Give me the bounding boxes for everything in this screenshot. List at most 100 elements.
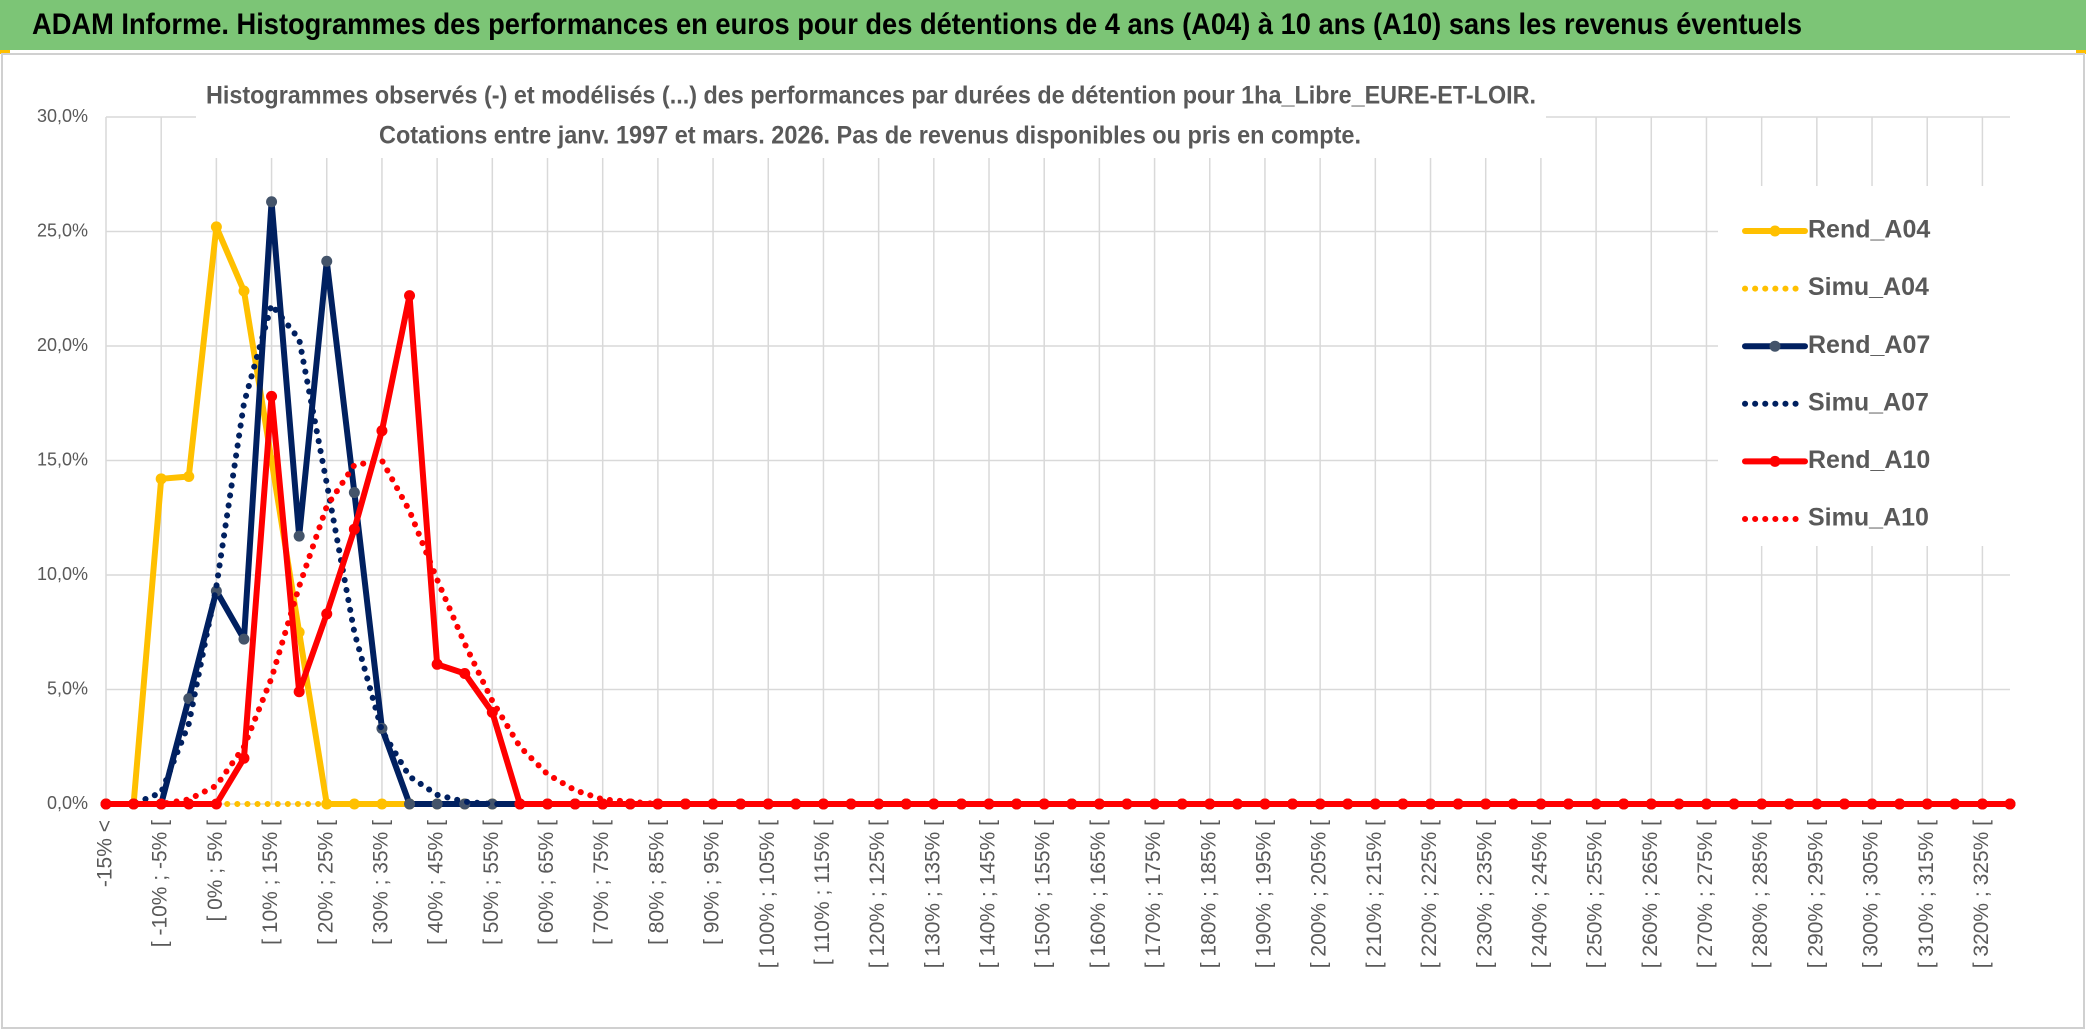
x-tick-label: [ 170% ; 175% [ — [1142, 820, 1165, 968]
chart-frame — [1, 53, 2085, 1029]
x-tick-label: [ 30% ; 35% [ — [369, 820, 392, 945]
title-box — [196, 76, 1546, 158]
y-tick-label: 20,0% — [37, 335, 88, 355]
x-tick-label: [ 10% ; 15% [ — [259, 820, 282, 945]
x-tick-label: [ 100% ; 105% [ — [756, 820, 779, 968]
data-point — [404, 290, 416, 302]
x-tick-label: [ 260% ; 265% [ — [1639, 820, 1662, 968]
legend-marker — [1769, 225, 1781, 237]
x-tick-label: [ 220% ; 225% [ — [1418, 820, 1441, 968]
data-point — [790, 798, 802, 810]
x-tick-label: [ 120% ; 125% [ — [866, 820, 889, 968]
x-tick-label: [ 60% ; 65% [ — [535, 820, 558, 945]
data-point — [238, 285, 250, 297]
data-point — [1700, 798, 1712, 810]
y-tick-label: 5,0% — [47, 678, 88, 698]
legend-label: Rend_A10 — [1808, 446, 1930, 474]
data-point — [321, 608, 333, 620]
chart-title: Histogrammes observés (-) et modélisés (… — [206, 82, 1536, 110]
data-point — [569, 798, 581, 810]
x-tick-label: [ 280% ; 285% [ — [1749, 820, 1772, 968]
data-point — [348, 487, 360, 499]
data-point — [514, 798, 526, 810]
data-point — [1397, 798, 1409, 810]
y-tick-label: 25,0% — [37, 220, 88, 240]
x-tick-label: [ 40% ; 45% [ — [425, 820, 448, 945]
data-point — [1921, 798, 1933, 810]
data-point — [1507, 798, 1519, 810]
corner — [2076, 50, 2086, 54]
data-point — [155, 473, 167, 485]
x-tick-label: [ -10% ; -5% [ — [149, 820, 172, 947]
y-tick-label: 0,0% — [47, 793, 88, 813]
legend-marker — [1769, 455, 1781, 467]
data-point — [1811, 798, 1823, 810]
legend-label: Rend_A04 — [1808, 216, 1930, 244]
data-point — [293, 686, 305, 698]
data-point — [183, 471, 195, 483]
corner — [0, 50, 10, 54]
x-tick-label: [ 180% ; 185% [ — [1197, 820, 1220, 968]
x-tick-label: [ 210% ; 215% [ — [1363, 820, 1386, 968]
x-tick-label: [ 130% ; 135% [ — [921, 820, 944, 968]
data-point — [155, 798, 167, 810]
data-point — [348, 523, 360, 535]
page-title: ADAM Informe. Histogrammes des performan… — [32, 8, 1802, 41]
data-point — [210, 798, 222, 810]
data-point — [431, 798, 443, 810]
data-point — [431, 658, 443, 670]
x-tick-label: [ 50% ; 55% [ — [480, 820, 503, 945]
legend-label: Rend_A07 — [1808, 331, 1930, 359]
data-point — [1618, 798, 1630, 810]
data-point — [266, 196, 278, 208]
x-tick-label: [ 80% ; 85% [ — [645, 820, 668, 945]
y-tick-label: 30,0% — [37, 106, 88, 126]
y-tick-label: 10,0% — [37, 564, 88, 584]
plot-area: 0,0% 5,0% 10,0% 15,0% 20,0% 25,0% 30,0% -15% < [… — [37, 106, 2016, 968]
data-point — [679, 798, 691, 810]
data-point — [459, 667, 471, 679]
x-tick-label: [ 110% ; 115% [ — [811, 820, 834, 965]
data-point — [1093, 798, 1105, 810]
data-point — [293, 530, 305, 542]
data-point — [210, 221, 222, 233]
data-point — [266, 390, 278, 402]
x-tick-label: [ 160% ; 165% [ — [1087, 820, 1110, 968]
x-tick-label: [ 150% ; 155% [ — [1032, 820, 1055, 968]
x-tick-label: [ 20% ; 25% [ — [314, 820, 337, 945]
data-point — [238, 752, 250, 764]
legend-label: Simu_A10 — [1808, 504, 1929, 532]
x-tick-label: [ 300% ; 305% [ — [1860, 820, 1883, 968]
x-tick-label: [ 0% ; 5% [ — [204, 820, 227, 922]
x-tick-label: [ 140% ; 145% [ — [977, 820, 1000, 968]
x-tick-label: [ 90% ; 95% [ — [701, 820, 724, 945]
x-tick-label: [ 320% ; 325% [ — [1970, 820, 1993, 968]
data-point — [238, 633, 250, 645]
data-point — [348, 798, 360, 810]
data-point — [486, 798, 498, 810]
x-tick-label: [ 250% ; 255% [ — [1584, 820, 1607, 968]
legend-label: Simu_A04 — [1808, 273, 1929, 301]
data-point — [983, 798, 995, 810]
x-tick-label: [ 270% ; 275% [ — [1694, 820, 1717, 968]
x-tick-label: [ 200% ; 205% [ — [1308, 820, 1331, 968]
data-point — [2004, 798, 2016, 810]
legend-box — [1718, 186, 2010, 546]
y-tick-label: 15,0% — [37, 449, 88, 469]
data-point — [321, 255, 333, 267]
x-tick-label: [ 70% ; 75% [ — [590, 820, 613, 945]
x-tick-label: -15% < — [94, 820, 117, 887]
data-point — [404, 798, 416, 810]
data-point — [1204, 798, 1216, 810]
title-bar — [0, 0, 2086, 50]
series-line — [103, 457, 2013, 807]
x-tick-label: [ 190% ; 195% [ — [1253, 820, 1276, 968]
data-point — [542, 798, 554, 810]
x-tick-label: [ 290% ; 295% [ — [1804, 820, 1827, 968]
x-tick-label: [ 310% ; 315% [ — [1915, 820, 1938, 968]
legend: Rend_A04 Simu_A04 Rend_A07 Simu_A07 Rend_A10… — [1742, 216, 1930, 532]
legend-marker — [1769, 340, 1781, 352]
legend-label: Simu_A07 — [1808, 388, 1929, 416]
